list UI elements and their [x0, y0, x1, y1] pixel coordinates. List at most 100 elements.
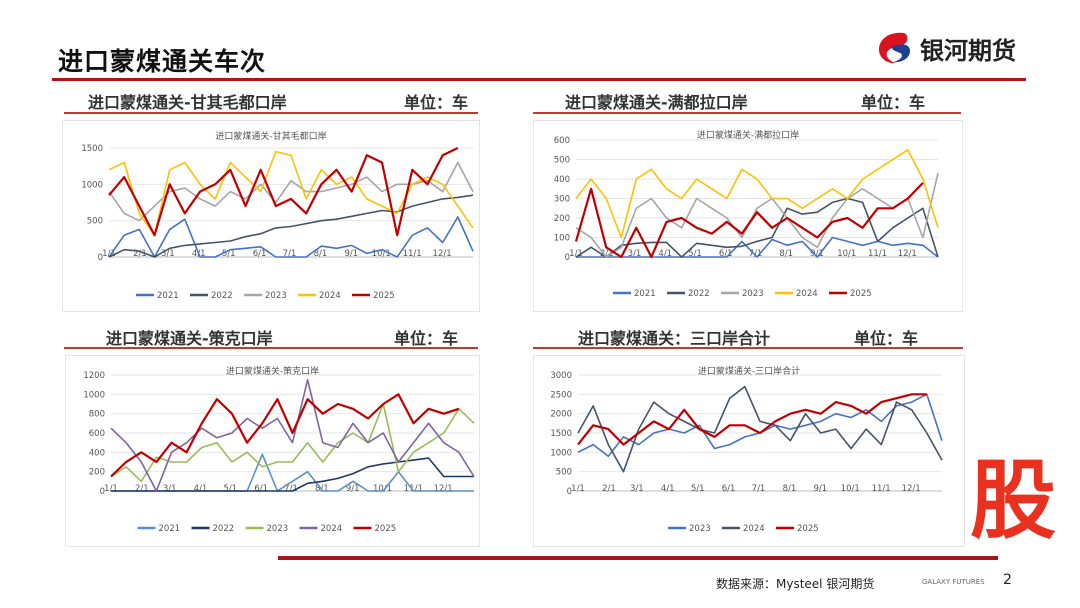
panel-title: 进口蒙煤通关-甘其毛都口岸 — [88, 93, 287, 112]
y-tick-label: 1500 — [550, 429, 572, 439]
x-tick-label: 7/1 — [749, 249, 763, 259]
legend-label: 2023 — [267, 524, 289, 534]
y-tick-label: 1500 — [81, 144, 103, 154]
x-tick-label: 3/1 — [630, 484, 644, 494]
panel-heading-ceke: 进口蒙煤通关-策克口岸 单位：车 — [106, 325, 468, 348]
legend-label: 2021 — [157, 291, 179, 301]
panel-unit: 单位：车 — [860, 93, 925, 112]
x-tick-label: 2/1 — [602, 484, 616, 494]
panel-divider — [64, 112, 478, 114]
x-tick-label: 3/1 — [163, 484, 177, 494]
y-tick-label: 1000 — [550, 448, 572, 458]
series-line-2023 — [110, 403, 475, 483]
x-tick-label: 5/1 — [223, 484, 237, 494]
series-line-2025 — [577, 393, 927, 446]
series-line-2024 — [575, 148, 939, 239]
x-tick-label: 11/1 — [403, 249, 422, 259]
x-tick-label: 4/1 — [661, 484, 675, 494]
x-tick-label: 12/1 — [898, 249, 917, 259]
x-tick-label: 9/1 — [813, 484, 827, 494]
legend-label: 2025 — [375, 524, 397, 534]
legend-label: 2025 — [373, 291, 395, 301]
y-tick-label: 0 — [565, 253, 570, 263]
y-tick-label: 2000 — [550, 410, 572, 420]
x-tick-label: 4/1 — [194, 484, 208, 494]
x-tick-label: 3/1 — [161, 249, 175, 259]
x-tick-label: 1/1 — [102, 249, 116, 259]
series-line-2021 — [108, 216, 474, 258]
x-tick-label: 2/1 — [135, 484, 149, 494]
chart-title: 进口蒙煤通关-甘其毛都口岸 — [215, 130, 326, 142]
series-line-2023 — [575, 173, 939, 258]
legend-label: 2022 — [688, 289, 710, 299]
x-tick-label: 12/1 — [902, 484, 921, 494]
legend-label: 2023 — [742, 289, 764, 299]
x-tick-label: 5/1 — [222, 249, 236, 259]
x-tick-label: 7/1 — [752, 484, 766, 494]
series-line-2024 — [577, 385, 943, 473]
x-tick-label: 9/1 — [344, 249, 358, 259]
panel-title: 进口蒙煤通关-满都拉口岸 — [565, 93, 748, 112]
y-tick-label: 400 — [554, 175, 570, 185]
legend-label: 2022 — [213, 524, 235, 534]
chart-title: 进口蒙煤通关-策克口岸 — [226, 365, 319, 377]
chart-total: 进口蒙煤通关-三口岸合计 0 500 1000 1500 2000 2500 3000 1/1 2… — [533, 355, 965, 547]
y-tick-label: 200 — [89, 468, 105, 478]
legend-label: 2024 — [743, 524, 765, 534]
x-tick-label: 11/1 — [872, 484, 891, 494]
chart-ganqimaodu: 进口蒙煤通关-甘其毛都口岸 0 500 1000 1500 1/1 2/1 3/1 4/1 5/1… — [62, 120, 480, 312]
y-tick-label: 1000 — [83, 390, 105, 400]
x-tick-label: 8/1 — [779, 249, 793, 259]
x-tick-label: 9/1 — [346, 484, 360, 494]
y-tick-label: 1200 — [83, 371, 105, 381]
series-line-2022 — [108, 194, 474, 258]
x-tick-label: 11/1 — [868, 249, 887, 259]
x-tick-label: 10/1 — [837, 249, 856, 259]
series-line-2025 — [110, 393, 460, 478]
brand-text: GALAXY FUTURES — [922, 578, 985, 586]
page-number: 2 — [1003, 572, 1012, 588]
x-tick-label: 4/1 — [658, 249, 672, 259]
series-line-2023 — [108, 161, 474, 222]
x-tick-label: 6/1 — [253, 249, 267, 259]
title-divider — [52, 78, 1026, 81]
panel-heading-total: 进口蒙煤通关：三口岸合计 单位：车 — [578, 325, 928, 348]
y-tick-label: 1000 — [81, 180, 103, 190]
y-tick-label: 500 — [554, 156, 570, 166]
panel-divider — [533, 112, 961, 114]
x-tick-label: 3/1 — [628, 249, 642, 259]
x-tick-label: 5/1 — [691, 484, 705, 494]
x-tick-label: 6/1 — [719, 249, 733, 259]
x-tick-label: 12/1 — [434, 484, 453, 494]
y-tick-label: 0 — [567, 487, 572, 497]
panel-unit: 单位：车 — [403, 93, 468, 112]
x-tick-label: 6/1 — [254, 484, 268, 494]
company-logo: 银河期货 — [874, 28, 1016, 68]
series-line-2024 — [108, 150, 474, 236]
galaxy-logo-icon — [878, 32, 910, 64]
y-tick-label: 400 — [89, 448, 105, 458]
panel-divider — [64, 347, 478, 349]
series-line-2022 — [575, 197, 939, 258]
x-tick-label: 10/1 — [373, 484, 392, 494]
panel-heading-mandula: 进口蒙煤通关-满都拉口岸 单位：车 — [565, 89, 935, 112]
x-tick-label: 11/1 — [404, 484, 423, 494]
legend-label: 2025 — [850, 289, 872, 299]
logo-text: 银河期货 — [920, 36, 1016, 65]
x-tick-label: 7/1 — [283, 249, 297, 259]
legend-label: 2021 — [634, 289, 656, 299]
legend-label: 2024 — [321, 524, 343, 534]
legend-label: 2024 — [796, 289, 818, 299]
y-tick-label: 0 — [100, 487, 105, 497]
legend-label: 2021 — [159, 524, 181, 534]
x-tick-label: 1/1 — [571, 484, 585, 494]
series-line-2025 — [108, 147, 459, 237]
page-title: 进口蒙煤通关车次 — [58, 47, 267, 76]
panel-heading-ganqimaodu: 进口蒙煤通关-甘其毛都口岸 单位：车 — [88, 89, 478, 112]
x-tick-label: 2/1 — [133, 249, 147, 259]
series-line-2025 — [574, 182, 924, 259]
x-tick-label: 6/1 — [722, 484, 736, 494]
x-tick-label: 2/1 — [600, 249, 614, 259]
y-tick-label: 2500 — [550, 390, 572, 400]
x-tick-label: 10/1 — [372, 249, 391, 259]
